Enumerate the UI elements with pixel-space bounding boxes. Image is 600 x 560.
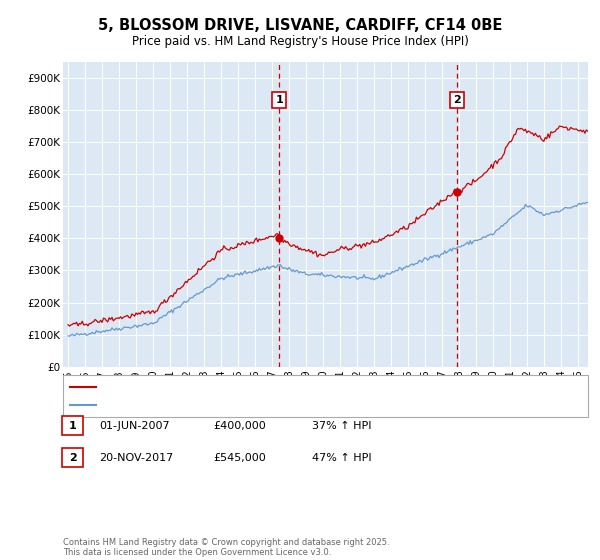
Text: 2: 2	[453, 95, 461, 105]
Text: 1: 1	[69, 421, 76, 431]
Text: Contains HM Land Registry data © Crown copyright and database right 2025.
This d: Contains HM Land Registry data © Crown c…	[63, 538, 389, 557]
Text: £545,000: £545,000	[213, 452, 266, 463]
Text: Price paid vs. HM Land Registry's House Price Index (HPI): Price paid vs. HM Land Registry's House …	[131, 35, 469, 49]
Text: 47% ↑ HPI: 47% ↑ HPI	[312, 452, 371, 463]
Text: £400,000: £400,000	[213, 421, 266, 431]
Text: 5, BLOSSOM DRIVE, LISVANE, CARDIFF, CF14 0BE (detached house): 5, BLOSSOM DRIVE, LISVANE, CARDIFF, CF14…	[101, 382, 452, 392]
Text: HPI: Average price, detached house, Cardiff: HPI: Average price, detached house, Card…	[101, 400, 329, 410]
Text: 01-JUN-2007: 01-JUN-2007	[99, 421, 170, 431]
Text: 2: 2	[69, 452, 76, 463]
Text: 5, BLOSSOM DRIVE, LISVANE, CARDIFF, CF14 0BE: 5, BLOSSOM DRIVE, LISVANE, CARDIFF, CF14…	[98, 18, 502, 32]
Text: 37% ↑ HPI: 37% ↑ HPI	[312, 421, 371, 431]
Text: 20-NOV-2017: 20-NOV-2017	[99, 452, 173, 463]
Text: 1: 1	[275, 95, 283, 105]
